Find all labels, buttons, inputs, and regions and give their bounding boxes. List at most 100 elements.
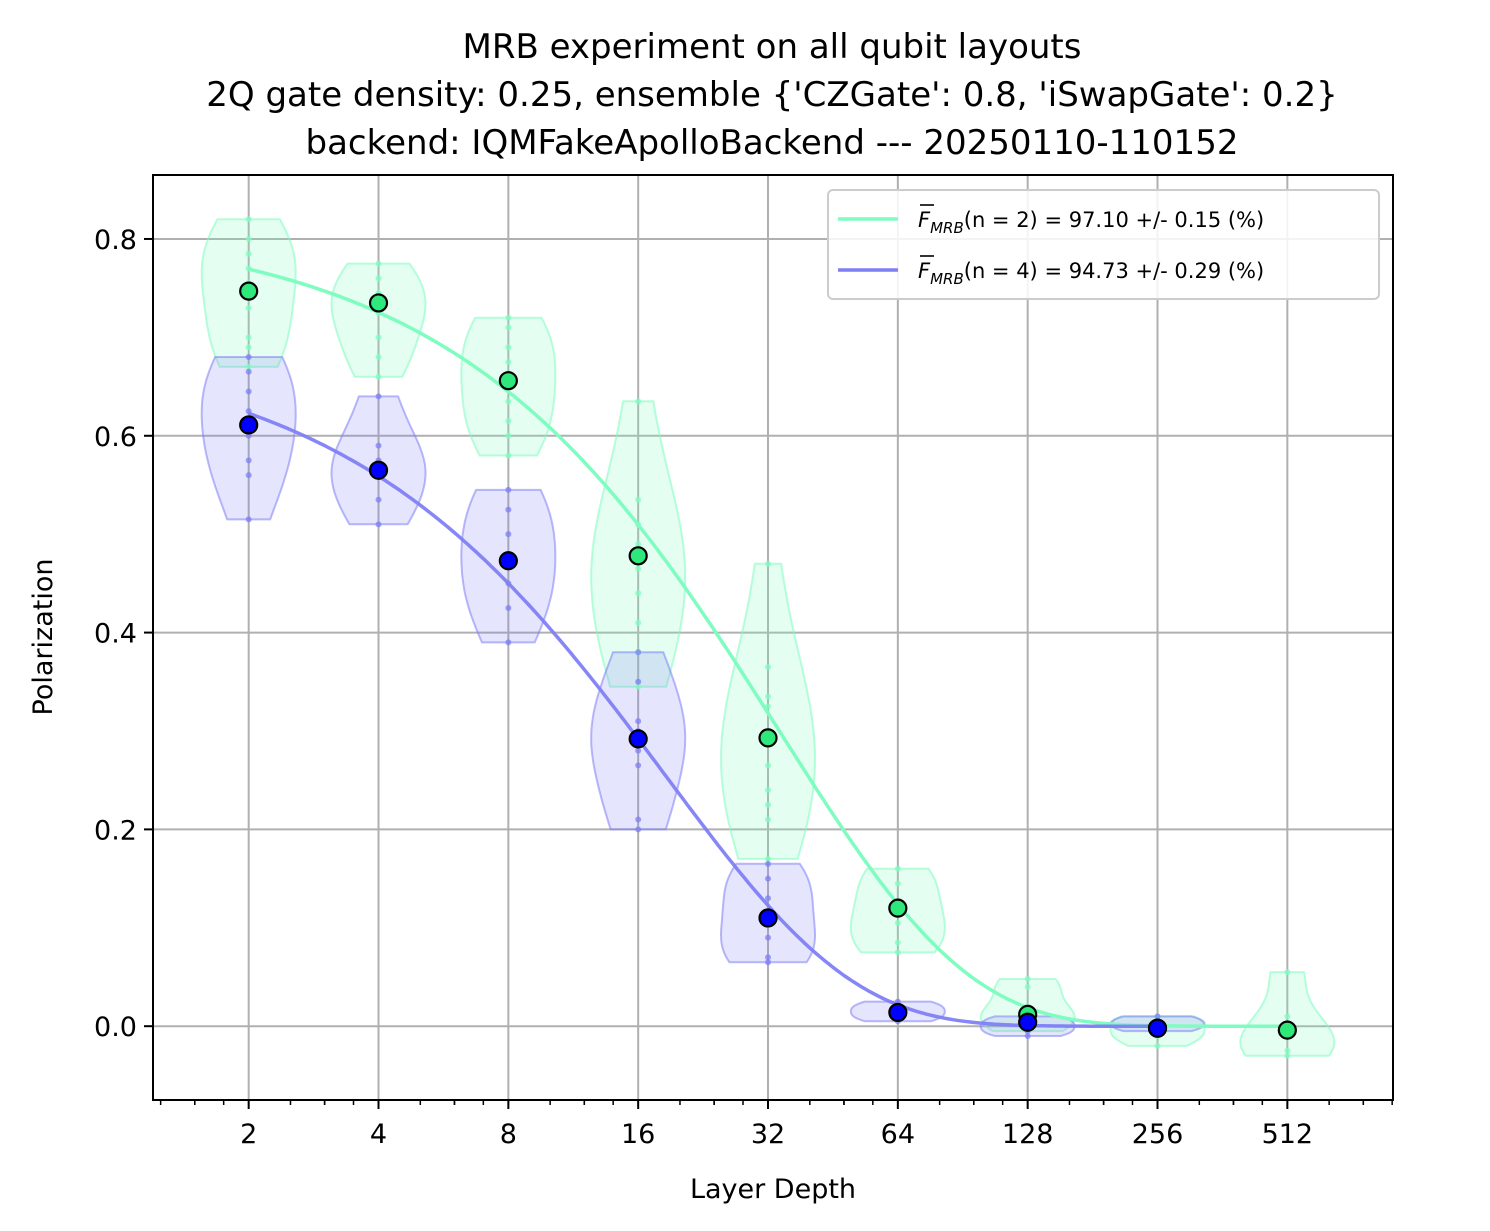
mean-marker-n2: [628, 546, 648, 566]
sample-point-n2: [245, 304, 252, 311]
y-axis-label: Polarization: [28, 559, 59, 716]
sample-point-n2: [765, 787, 772, 794]
sample-point-n2: [635, 496, 642, 503]
sample-point-n2: [894, 939, 901, 946]
sample-point-n2: [375, 373, 382, 380]
sample-point-n2: [245, 250, 252, 257]
legend-subscript-n2: MRB: [930, 219, 964, 237]
sample-point-n4: [245, 388, 252, 395]
legend-box: [827, 189, 1380, 300]
mean-marker-n4: [1018, 1012, 1038, 1032]
sample-point-n2: [245, 363, 252, 370]
sample-point-n4: [505, 506, 512, 513]
x-tick-label: 64: [881, 1119, 915, 1150]
mean-marker-n2: [498, 371, 518, 391]
x-tick-label: 32: [751, 1119, 785, 1150]
sample-point-n2: [635, 590, 642, 597]
sample-point-n2: [1024, 975, 1031, 982]
sample-point-n2: [375, 354, 382, 361]
legend-argument-n2: (n = 2): [964, 208, 1038, 232]
sample-point-n4: [635, 816, 642, 823]
x-tick-label: 128: [1002, 1119, 1054, 1150]
x-tick-label: 2: [240, 1119, 257, 1150]
sample-point-n2: [375, 260, 382, 267]
sample-point-n2: [635, 683, 642, 690]
sample-point-n4: [375, 442, 382, 449]
sample-point-n4: [245, 368, 252, 375]
sample-point-n2: [635, 398, 642, 405]
sample-point-n4: [635, 747, 642, 754]
sample-point-n2: [245, 334, 252, 341]
sample-point-n2: [765, 664, 772, 671]
sample-point-n4: [765, 954, 772, 961]
sample-point-n2: [635, 565, 642, 572]
sample-point-n4: [635, 678, 642, 685]
sample-point-n2: [765, 762, 772, 769]
sample-point-n2: [1284, 1052, 1291, 1059]
legend-label-n2: FMRB(n = 2) = 97.10 +/- 0.15 (%): [918, 208, 1264, 237]
y-tick-label: 0.0: [94, 1012, 137, 1043]
sample-point-n4: [245, 457, 252, 464]
chart-title-line-3: backend: IQMFakeApolloBackend --- 202501…: [306, 123, 1239, 163]
mean-marker-n2: [888, 898, 908, 918]
sample-point-n2: [894, 949, 901, 956]
sample-point-n2: [765, 801, 772, 808]
sample-point-n4: [765, 875, 772, 882]
sample-point-n4: [245, 354, 252, 361]
sample-point-n2: [1284, 1047, 1291, 1054]
sample-point-n2: [635, 541, 642, 548]
fit-curve-n4: [248, 411, 1158, 1028]
mean-marker-n2: [239, 281, 259, 301]
sample-point-n4: [1024, 1033, 1031, 1040]
mean-marker-n2: [758, 728, 778, 748]
sample-point-n4: [635, 762, 642, 769]
mean-marker-n4: [498, 551, 518, 571]
sample-point-n2: [505, 418, 512, 425]
chart-title-line-2: 2Q gate density: 0.25, ensemble {'CZGate…: [206, 75, 1338, 115]
x-tick-label: 16: [621, 1119, 655, 1150]
mean-marker-n4: [758, 908, 778, 928]
sample-point-n2: [505, 398, 512, 405]
sample-point-n2: [765, 560, 772, 567]
sample-point-n4: [505, 604, 512, 611]
mean-marker-n4: [628, 729, 648, 749]
sample-point-n2: [894, 865, 901, 872]
sample-point-n4: [245, 516, 252, 523]
sample-point-n4: [765, 860, 772, 867]
sample-point-n2: [765, 855, 772, 862]
legend-subscript-n4: MRB: [930, 270, 964, 288]
sample-point-n2: [245, 235, 252, 242]
sample-point-n2: [1154, 1042, 1161, 1049]
y-tick-label: 0.4: [94, 619, 137, 650]
x-tick-label: 8: [500, 1119, 517, 1150]
sample-point-n2: [1024, 983, 1031, 990]
mean-marker-n4: [239, 415, 259, 435]
sample-point-n4: [375, 521, 382, 528]
sample-point-n2: [1284, 1013, 1291, 1020]
sample-point-n4: [635, 649, 642, 656]
sample-point-n2: [635, 619, 642, 626]
sample-point-n2: [505, 344, 512, 351]
sample-point-n2: [1284, 969, 1291, 976]
plot-frame: [152, 174, 1394, 1101]
sample-point-n2: [505, 314, 512, 321]
violin-n2: [330, 262, 427, 378]
sample-point-n2: [894, 880, 901, 887]
sample-point-n2: [505, 358, 512, 365]
mean-marker-n2: [368, 293, 389, 313]
legend-argument-n4: (n = 4): [964, 259, 1038, 283]
x-tick-label: 256: [1132, 1119, 1184, 1150]
sample-point-n4: [635, 718, 642, 725]
legend-symbol-n2: F: [918, 208, 931, 232]
x-tick-label: 512: [1262, 1119, 1314, 1150]
legend-symbol-n4: F: [918, 259, 931, 283]
sample-point-n4: [765, 934, 772, 941]
sample-point-n2: [245, 344, 252, 351]
legend-label-n4: FMRB(n = 4) = 94.73 +/- 0.29 (%): [918, 259, 1264, 288]
x-axis-label: Layer Depth: [690, 1174, 856, 1205]
x-tick-label: 4: [370, 1119, 387, 1150]
sample-point-n4: [1154, 1013, 1161, 1020]
legend: FMRB(n = 2) = 97.10 +/- 0.15 (%) FMRB(n …: [827, 189, 1380, 300]
mean-marker-n4: [1147, 1018, 1168, 1038]
